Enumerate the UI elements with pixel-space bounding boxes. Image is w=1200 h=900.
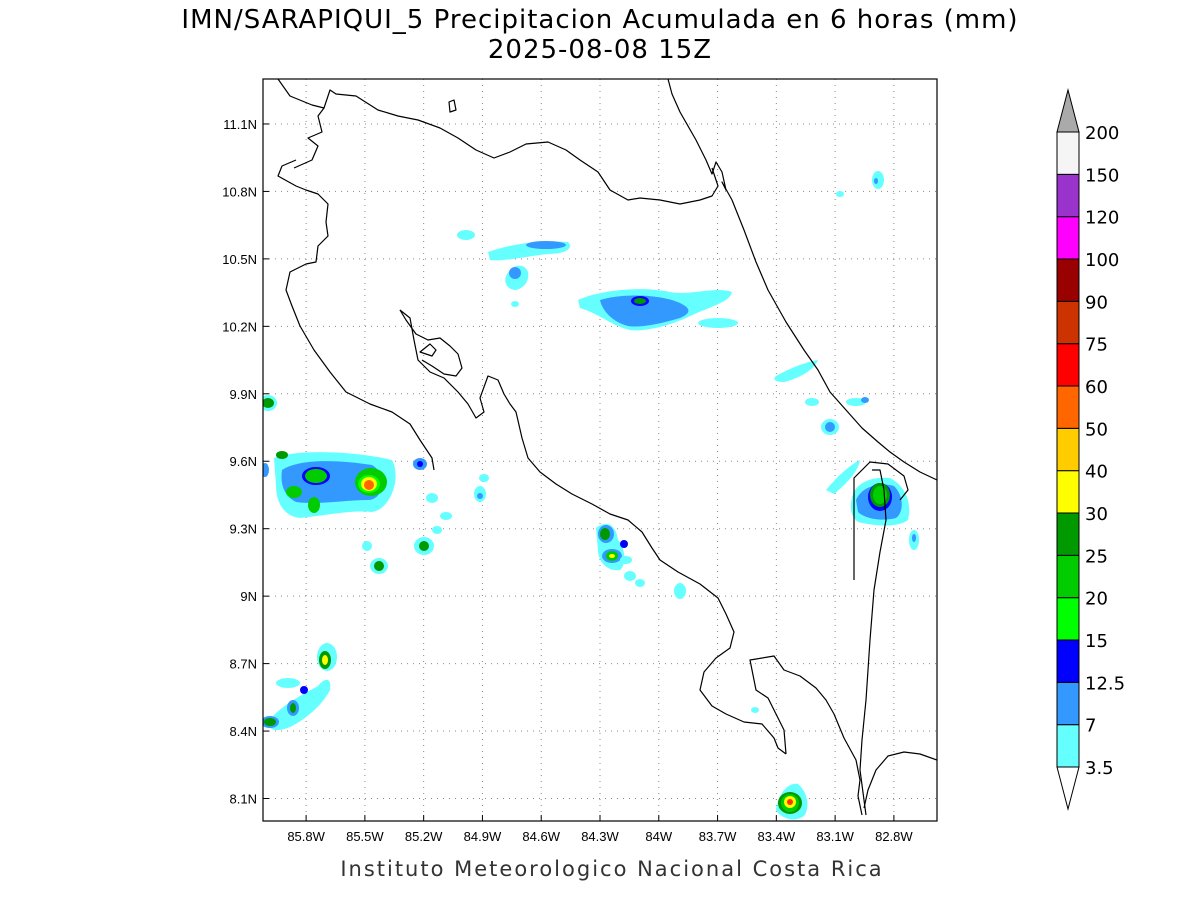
colorbar-segment [1056, 385, 1080, 429]
y-tick-label: 9.9N [230, 387, 257, 402]
longitude-axis: 85.8W 85.5W 85.2W 84.9W 84.6W 84.3W 84W 83.7W 83… [287, 815, 913, 844]
colorbar-level-label: 20 [1085, 589, 1108, 610]
x-tick-label: 83.7W [699, 829, 737, 844]
colorbar-segment [1056, 173, 1080, 218]
x-tick-label: 84.9W [464, 829, 502, 844]
x-tick-label: 84.6W [522, 829, 560, 844]
colorbar-segment [1056, 554, 1080, 599]
colorbar-segment [1056, 343, 1080, 387]
x-tick-label: 85.2W [405, 829, 443, 844]
x-tick-label: 83.1W [816, 829, 854, 844]
x-tick-label: 84W [645, 829, 672, 844]
y-tick-label: 10.2N [222, 319, 257, 334]
y-tick-label: 10.5N [222, 252, 257, 267]
map-subtitle-date: 2025-08-08 15Z [488, 35, 712, 65]
colorbar-level-label: 50 [1085, 419, 1108, 440]
colorbar-segment [1056, 131, 1080, 175]
colorbar-level-label: 90 [1085, 292, 1108, 313]
x-tick-label: 84.3W [581, 829, 619, 844]
precipitation-colorbar: 3.5 7 12.5 15 20 25 30 40 50 60 75 90 100 120 150 200 [1056, 88, 1125, 811]
coastline-and-borders [277, 79, 937, 816]
y-tick-label: 8.1N [230, 792, 257, 807]
map-title: IMN/SARAPIQUI_5 Precipitacion Acumulada … [181, 5, 1018, 35]
colorbar-segment [1056, 681, 1080, 726]
colorbar-segment [1056, 300, 1080, 345]
y-tick-label: 9.3N [230, 522, 257, 537]
x-tick-label: 83.4W [758, 829, 796, 844]
colorbar-segment [1056, 639, 1080, 683]
latitude-axis: 8.1N 8.4N 8.7N 9N 9.3N 9.6N 9.9N 10.2N 10.5N 10.8… [222, 117, 269, 807]
colorbar-level-label: 15 [1085, 631, 1108, 652]
colorbar-level-label: 3.5 [1085, 758, 1114, 779]
x-tick-label: 82.8W [875, 829, 913, 844]
x-tick-label: 85.5W [346, 829, 384, 844]
colorbar-level-label: 25 [1085, 546, 1108, 567]
y-tick-label: 8.7N [230, 657, 257, 672]
colorbar-level-label: 12.5 [1085, 673, 1125, 694]
colorbar-level-label: 120 [1085, 208, 1119, 229]
x-tick-label: 85.8W [287, 829, 325, 844]
colorbar-level-label: 40 [1085, 462, 1108, 483]
y-tick-label: 9.6N [230, 454, 257, 469]
colorbar-segment [1056, 216, 1080, 260]
colorbar-level-label: 60 [1085, 377, 1108, 398]
colorbar-over-arrow [1056, 88, 1080, 133]
precipitation-field [263, 171, 919, 820]
colorbar-level-label: 200 [1085, 123, 1119, 144]
y-tick-label: 9N [240, 589, 257, 604]
y-tick-label: 10.8N [222, 184, 257, 199]
y-tick-label: 8.4N [230, 724, 257, 739]
colorbar-segment [1056, 512, 1080, 556]
colorbar-level-label: 30 [1085, 504, 1108, 525]
colorbar-level-label: 75 [1085, 335, 1108, 356]
colorbar-segment [1056, 724, 1080, 768]
colorbar-level-label: 7 [1085, 716, 1096, 737]
colorbar-level-label: 150 [1085, 165, 1119, 186]
colorbar-segment [1056, 258, 1080, 302]
colorbar-level-label: 100 [1085, 250, 1119, 271]
colorbar-segment [1056, 427, 1080, 472]
colorbar-segment [1056, 470, 1080, 514]
y-tick-label: 11.1N [223, 117, 257, 132]
credit-text: Instituto Meteorologico Nacional Costa R… [340, 857, 883, 881]
colorbar-segment [1056, 597, 1080, 641]
colorbar-under-arrow [1056, 766, 1080, 811]
